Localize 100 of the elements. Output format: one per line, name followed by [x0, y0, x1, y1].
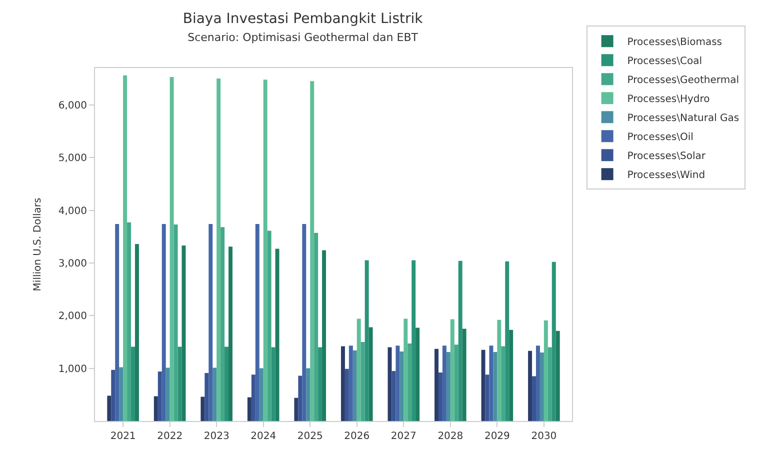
- bar: [497, 320, 502, 421]
- bar: [356, 318, 361, 421]
- bar: [115, 224, 120, 421]
- legend-label: Processes\Oil: [627, 132, 694, 144]
- y-tick-label: 2,000: [58, 311, 87, 322]
- y-tick-label: 4,000: [58, 206, 87, 217]
- bar: [450, 319, 454, 421]
- bar: [212, 368, 217, 421]
- bar: [489, 346, 494, 421]
- bar: [119, 367, 124, 421]
- bar: [442, 346, 446, 421]
- bar: [224, 346, 229, 421]
- legend-label: Processes\Solar: [627, 151, 706, 162]
- bar: [310, 81, 314, 421]
- x-tick-label: 2022: [157, 431, 183, 442]
- bar: [408, 344, 412, 421]
- bar: [446, 352, 450, 421]
- bar: [200, 396, 205, 421]
- legend-label: Processes\Wind: [627, 170, 706, 182]
- bar: [396, 346, 400, 421]
- bar: [178, 346, 182, 421]
- bar: [314, 232, 318, 421]
- bar: [434, 348, 438, 421]
- bar: [294, 398, 298, 421]
- bar: [348, 346, 353, 421]
- bar: [306, 368, 310, 421]
- bar: [458, 260, 462, 421]
- bar: [360, 342, 365, 421]
- bar: [344, 368, 349, 421]
- bar: [267, 230, 272, 421]
- bar: [505, 261, 510, 421]
- bar: [154, 396, 158, 421]
- bar: [318, 347, 322, 421]
- bar: [131, 346, 135, 421]
- chart-subtitle: Scenario: Optimisasi Geothermal dan EBT: [188, 31, 418, 44]
- x-tick-label: 2025: [297, 431, 323, 442]
- y-tick-label: 1,000: [58, 364, 87, 375]
- bar: [275, 248, 280, 421]
- bar: [400, 351, 404, 421]
- y-tick-label: 6,000: [58, 100, 87, 112]
- bar: [540, 352, 544, 421]
- bar: [107, 396, 112, 421]
- bar: [170, 76, 174, 421]
- bar: [412, 260, 416, 421]
- y-axis-title: Million U.S. Dollars: [32, 198, 44, 292]
- bar: [216, 78, 221, 421]
- bar: [368, 327, 373, 421]
- bar: [162, 224, 166, 421]
- bar: [204, 373, 209, 421]
- bar: [134, 244, 139, 421]
- bar: [364, 260, 369, 421]
- bar: [220, 227, 225, 421]
- bar: [481, 350, 486, 421]
- bar: [247, 397, 252, 421]
- bar: [228, 246, 232, 421]
- bar: [544, 320, 548, 421]
- chart-title: Biaya Investasi Pembangkit Listrik: [182, 10, 424, 27]
- bar: [392, 370, 396, 421]
- bar: [302, 224, 306, 421]
- bar: [493, 352, 498, 421]
- y-tick-label: 5,000: [58, 153, 87, 164]
- bar: [509, 330, 514, 421]
- x-tick-label: 2021: [110, 431, 136, 442]
- legend-label: Processes\Geothermal: [627, 75, 739, 86]
- bar: [404, 318, 408, 421]
- bar: [271, 347, 276, 421]
- bar: [352, 350, 357, 421]
- bar: [158, 371, 162, 421]
- bar: [548, 347, 552, 421]
- x-tick-label: 2024: [250, 431, 276, 442]
- bar: [111, 370, 116, 421]
- legend-label: Processes\Natural Gas: [627, 113, 740, 124]
- x-tick-label: 2023: [204, 431, 230, 442]
- bar: [263, 80, 268, 421]
- bar: [322, 250, 326, 421]
- bar: [556, 330, 560, 421]
- bar: [127, 222, 132, 421]
- bar: [416, 328, 420, 421]
- bar: [552, 262, 556, 421]
- bar: [255, 224, 260, 421]
- bar: [208, 224, 213, 421]
- legend-label: Processes\Biomass: [627, 37, 722, 48]
- bar: [340, 346, 345, 421]
- bar: [438, 372, 442, 421]
- x-tick-label: 2028: [438, 431, 464, 442]
- legend-label: Processes\Coal: [627, 56, 702, 68]
- bar: [528, 350, 532, 421]
- y-tick-label: 3,000: [58, 258, 87, 270]
- x-tick-label: 2027: [390, 431, 416, 442]
- bar: [532, 376, 536, 421]
- bar: [123, 75, 128, 421]
- bar: [259, 368, 264, 421]
- x-tick-label: 2029: [484, 431, 510, 442]
- bar: [501, 346, 506, 421]
- bar: [462, 328, 466, 421]
- bar: [454, 344, 458, 421]
- x-tick-label: 2030: [531, 431, 557, 442]
- x-tick-label: 2026: [344, 431, 370, 442]
- bar: [536, 346, 540, 421]
- bar: [251, 374, 256, 421]
